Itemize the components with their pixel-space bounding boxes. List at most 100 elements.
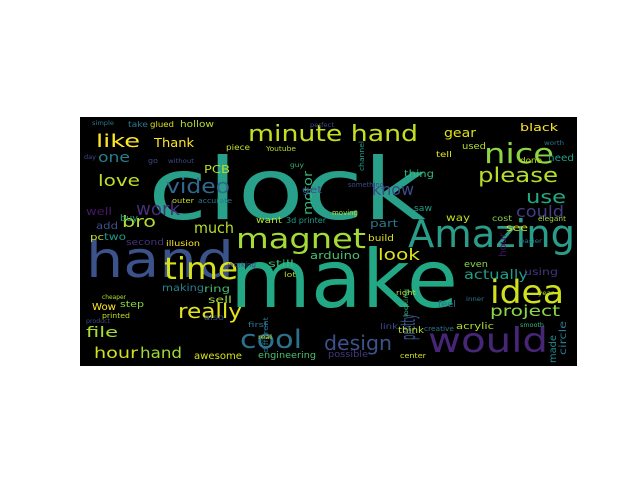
word-please: please [478, 163, 558, 187]
word-would: would [428, 321, 548, 361]
word-possible: possible [328, 350, 368, 360]
word-center: center [400, 352, 426, 360]
word-first: first [248, 321, 268, 329]
word-cost: cost [492, 214, 512, 223]
word-sell: sell [208, 295, 232, 306]
word-clock: clock [148, 140, 426, 240]
word-add: add [96, 221, 118, 232]
word-hand-large: hand [86, 231, 234, 289]
word-still: still [268, 259, 294, 270]
word-buy: buy [120, 214, 139, 224]
word-project: project [490, 302, 560, 320]
word-smooth: smooth [520, 322, 544, 329]
word-see: see [506, 223, 528, 234]
word-design: design [324, 331, 392, 355]
word-want: want [256, 216, 283, 226]
word-well: well [86, 205, 112, 218]
word-pretty: pretty [396, 314, 420, 340]
word-wow: Wow [92, 302, 116, 313]
word-file: file [86, 325, 118, 341]
word-year: year [538, 290, 555, 297]
word-get: get [302, 185, 322, 196]
word-link: link [380, 322, 398, 331]
word-something: something [348, 181, 384, 189]
word-black: black [520, 121, 559, 134]
word-motor: motor [301, 171, 315, 215]
word-different: different [262, 317, 270, 353]
word-one: one [98, 150, 130, 166]
word-thank: Thank [153, 136, 194, 150]
word-video: video [166, 174, 230, 198]
word-right: right [396, 289, 416, 297]
word-need: need [548, 153, 574, 164]
word-glued: glued [150, 120, 174, 129]
word-looking: looking [403, 289, 410, 317]
word-piece: piece [226, 143, 250, 152]
word-also: also [204, 313, 224, 322]
word-tell: tell [436, 150, 452, 159]
word-guy: guy [290, 162, 305, 169]
word-lot: lot [284, 271, 296, 279]
word-magnet: magnet [236, 222, 366, 255]
word-accurate: accurate [198, 197, 232, 205]
word-bro: bro [122, 212, 156, 231]
word-gear: gear [444, 126, 476, 140]
word-day: day [84, 154, 96, 161]
word-hour: hour [94, 344, 139, 362]
word-printed: printed [102, 312, 130, 320]
word-product: product [86, 318, 111, 325]
word-work: work [136, 199, 181, 220]
word-use: use [526, 187, 566, 208]
word-creative: creative [424, 325, 454, 333]
word-3d-printer: 3d printer [286, 216, 327, 225]
word-without: without [168, 158, 195, 165]
word-awesome: awesome [194, 351, 242, 362]
word-easier: easier [520, 238, 543, 245]
word-used: used [462, 142, 486, 152]
word-love: love [98, 171, 140, 190]
word-minute-hand: minute hand [248, 122, 418, 147]
word-illusion: illusion [166, 239, 200, 248]
word-thing: thing [404, 169, 434, 180]
word-cloud-canvas: clock make hand Amazing would magnet tim… [80, 117, 577, 366]
word-ring: ring [204, 284, 230, 295]
word-idea: idea [490, 273, 564, 311]
word-build: build [368, 234, 394, 244]
word-cheaper: cheaper [102, 294, 127, 301]
word-worth: worth [544, 140, 564, 147]
word-cloud: clock make hand Amazing would magnet tim… [80, 117, 577, 371]
word-go: go [148, 157, 158, 165]
cloud-background [80, 117, 577, 366]
word-two: two [104, 232, 126, 243]
word-take: take [128, 120, 148, 129]
word-could: could [516, 202, 564, 221]
word-pcb: PCB [204, 163, 230, 176]
word-working: working [228, 261, 256, 269]
word-hour-vertical: hour [498, 232, 509, 257]
word-perfect: perfect [310, 122, 335, 129]
word-part: part [370, 217, 399, 230]
word-saw: saw [414, 204, 432, 214]
word-circle: circle [558, 321, 569, 355]
word-much: much [194, 219, 234, 237]
word-like: like [96, 131, 140, 152]
word-actually: actually [464, 268, 528, 283]
word-even: even [464, 260, 488, 270]
word-time: time [164, 252, 238, 287]
word-nice: nice [484, 137, 554, 170]
word-feel: feel [438, 300, 456, 310]
word-pc: pc [90, 233, 104, 243]
word-using: using [524, 267, 558, 278]
word-inner: inner [466, 296, 485, 303]
word-channel: channel [358, 141, 366, 171]
word-way: way [446, 213, 470, 224]
word-arduino: arduino [310, 249, 360, 262]
word-cool: cool [240, 325, 302, 355]
word-look: look [378, 245, 421, 264]
word-really: really [178, 299, 242, 323]
word-hollow: hollow [180, 120, 214, 130]
word-know: know [372, 180, 414, 199]
word-second: second [126, 238, 164, 248]
word-make: make [230, 233, 458, 326]
word-youtube: Youtube [265, 145, 296, 153]
